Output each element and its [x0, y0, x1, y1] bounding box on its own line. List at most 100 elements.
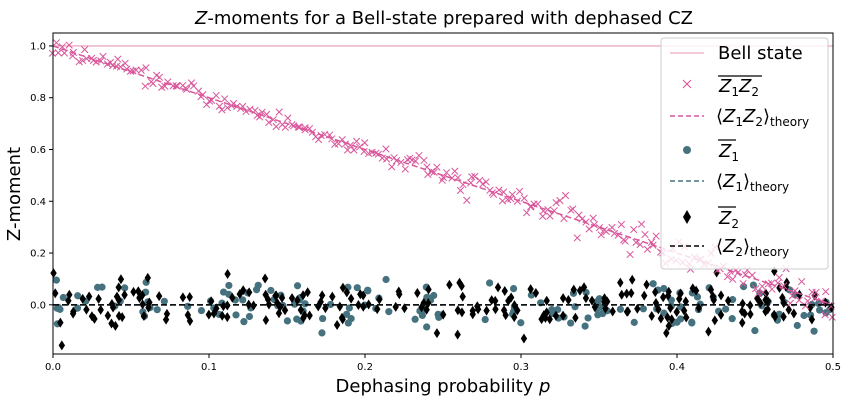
- z2-point: [570, 284, 577, 295]
- z1-point: [693, 293, 702, 301]
- z1z2-point: [652, 232, 660, 240]
- z2-point: [58, 340, 66, 351]
- z1z2-point: [520, 194, 528, 202]
- z1z2-point: [269, 115, 277, 124]
- z1z2-point: [621, 237, 629, 245]
- z2-point: [648, 311, 655, 322]
- z2-point: [652, 287, 659, 298]
- z2-point: [474, 301, 481, 312]
- z1-point: [722, 305, 730, 313]
- z1z2-point: [352, 137, 361, 145]
- z2-point: [779, 292, 786, 303]
- z2-point: [527, 284, 534, 295]
- z2-point: [657, 313, 665, 324]
- z1z2-point: [187, 79, 196, 87]
- x-tick-label: 0.3: [513, 362, 529, 373]
- z1z2-point: [346, 141, 355, 149]
- z1z2-point: [294, 123, 303, 131]
- z1-point: [810, 327, 818, 335]
- z2-point: [104, 310, 112, 321]
- z1z2-point: [314, 135, 323, 144]
- z1z2-point: [218, 106, 226, 114]
- z1z2-point: [149, 79, 157, 88]
- z2-point: [329, 291, 336, 302]
- legend-swatch-z2: [683, 210, 691, 224]
- z2-point: [213, 303, 220, 314]
- z1z2-point: [343, 146, 352, 154]
- z2-point: [333, 320, 341, 331]
- z1z2-point: [758, 282, 766, 291]
- z1z2-point: [262, 110, 271, 118]
- z2-point: [224, 312, 231, 323]
- z2-point: [546, 314, 553, 325]
- legend-label-z1-theory: ⟨Z1⟩theory: [716, 171, 789, 194]
- z2-point: [667, 303, 674, 314]
- z1z2-point: [223, 104, 232, 112]
- z2-point: [771, 311, 779, 322]
- svg-text:Z1Z2: Z1Z2: [718, 76, 759, 99]
- z2-point: [121, 289, 128, 300]
- x-tick-label: 0.5: [825, 362, 841, 373]
- x-tick-label: 0.2: [357, 362, 373, 373]
- z2-point: [572, 312, 579, 323]
- z2-point: [604, 296, 611, 307]
- z1-point: [364, 287, 372, 295]
- z2-point: [629, 274, 636, 285]
- z2-point: [747, 309, 754, 320]
- z2-point: [808, 314, 816, 325]
- y-axis-label: Z-moment: [4, 147, 25, 241]
- z2-point: [113, 291, 121, 302]
- z2-point: [559, 293, 567, 304]
- z1z2-point: [608, 223, 616, 232]
- z1-point: [385, 308, 393, 316]
- z2-point: [780, 311, 787, 322]
- z1z2-point: [468, 173, 476, 181]
- z1z2-point: [52, 39, 61, 47]
- z1-point: [660, 284, 668, 293]
- z2-point: [609, 306, 616, 317]
- z2-point: [219, 310, 226, 321]
- z2-point: [347, 293, 355, 304]
- z2-point: [659, 292, 667, 303]
- z1-point: [486, 279, 494, 287]
- z2-point: [782, 281, 790, 292]
- z2-point: [261, 273, 269, 284]
- z1z2-point: [637, 220, 646, 228]
- z2-point: [668, 314, 675, 325]
- z2-point: [507, 292, 515, 303]
- z1z2-point: [388, 163, 396, 171]
- z1-point: [245, 312, 254, 321]
- plot-frame: [52, 32, 834, 355]
- z2-point: [117, 274, 125, 285]
- z2-point: [376, 294, 383, 305]
- z2-point: [741, 308, 748, 319]
- z2-point: [245, 287, 253, 298]
- z2-point: [294, 295, 301, 306]
- z1z2-point: [817, 297, 826, 305]
- z2-point: [796, 289, 803, 300]
- z1z2-point: [272, 122, 280, 131]
- legend: Bell state Z1Z2 ⟨Z1Z2⟩theory Z1 ⟨Z1⟩theo…: [660, 37, 829, 270]
- z2-point: [130, 286, 137, 297]
- z2-point: [401, 303, 408, 314]
- z2-point: [88, 311, 96, 322]
- z2-point: [682, 296, 689, 307]
- z1-point: [411, 315, 419, 323]
- z2-point: [582, 293, 590, 304]
- z1-point: [481, 315, 489, 324]
- z2-point: [559, 310, 567, 321]
- z2-point: [494, 282, 502, 293]
- x-tick-label: 0.1: [201, 362, 217, 373]
- z1z2-point: [812, 288, 820, 296]
- z1z2-point: [65, 41, 73, 49]
- y-tick-label: 0.6: [30, 145, 46, 156]
- z1z2-point: [786, 299, 794, 307]
- z2-point: [322, 303, 329, 314]
- z1z2-point: [141, 82, 149, 90]
- z1-point: [353, 284, 361, 292]
- z1z2-point: [801, 302, 810, 310]
- z2-point: [623, 288, 630, 299]
- z2-point: [705, 326, 712, 337]
- z1z2-point: [795, 296, 803, 304]
- z1-point: [160, 297, 168, 305]
